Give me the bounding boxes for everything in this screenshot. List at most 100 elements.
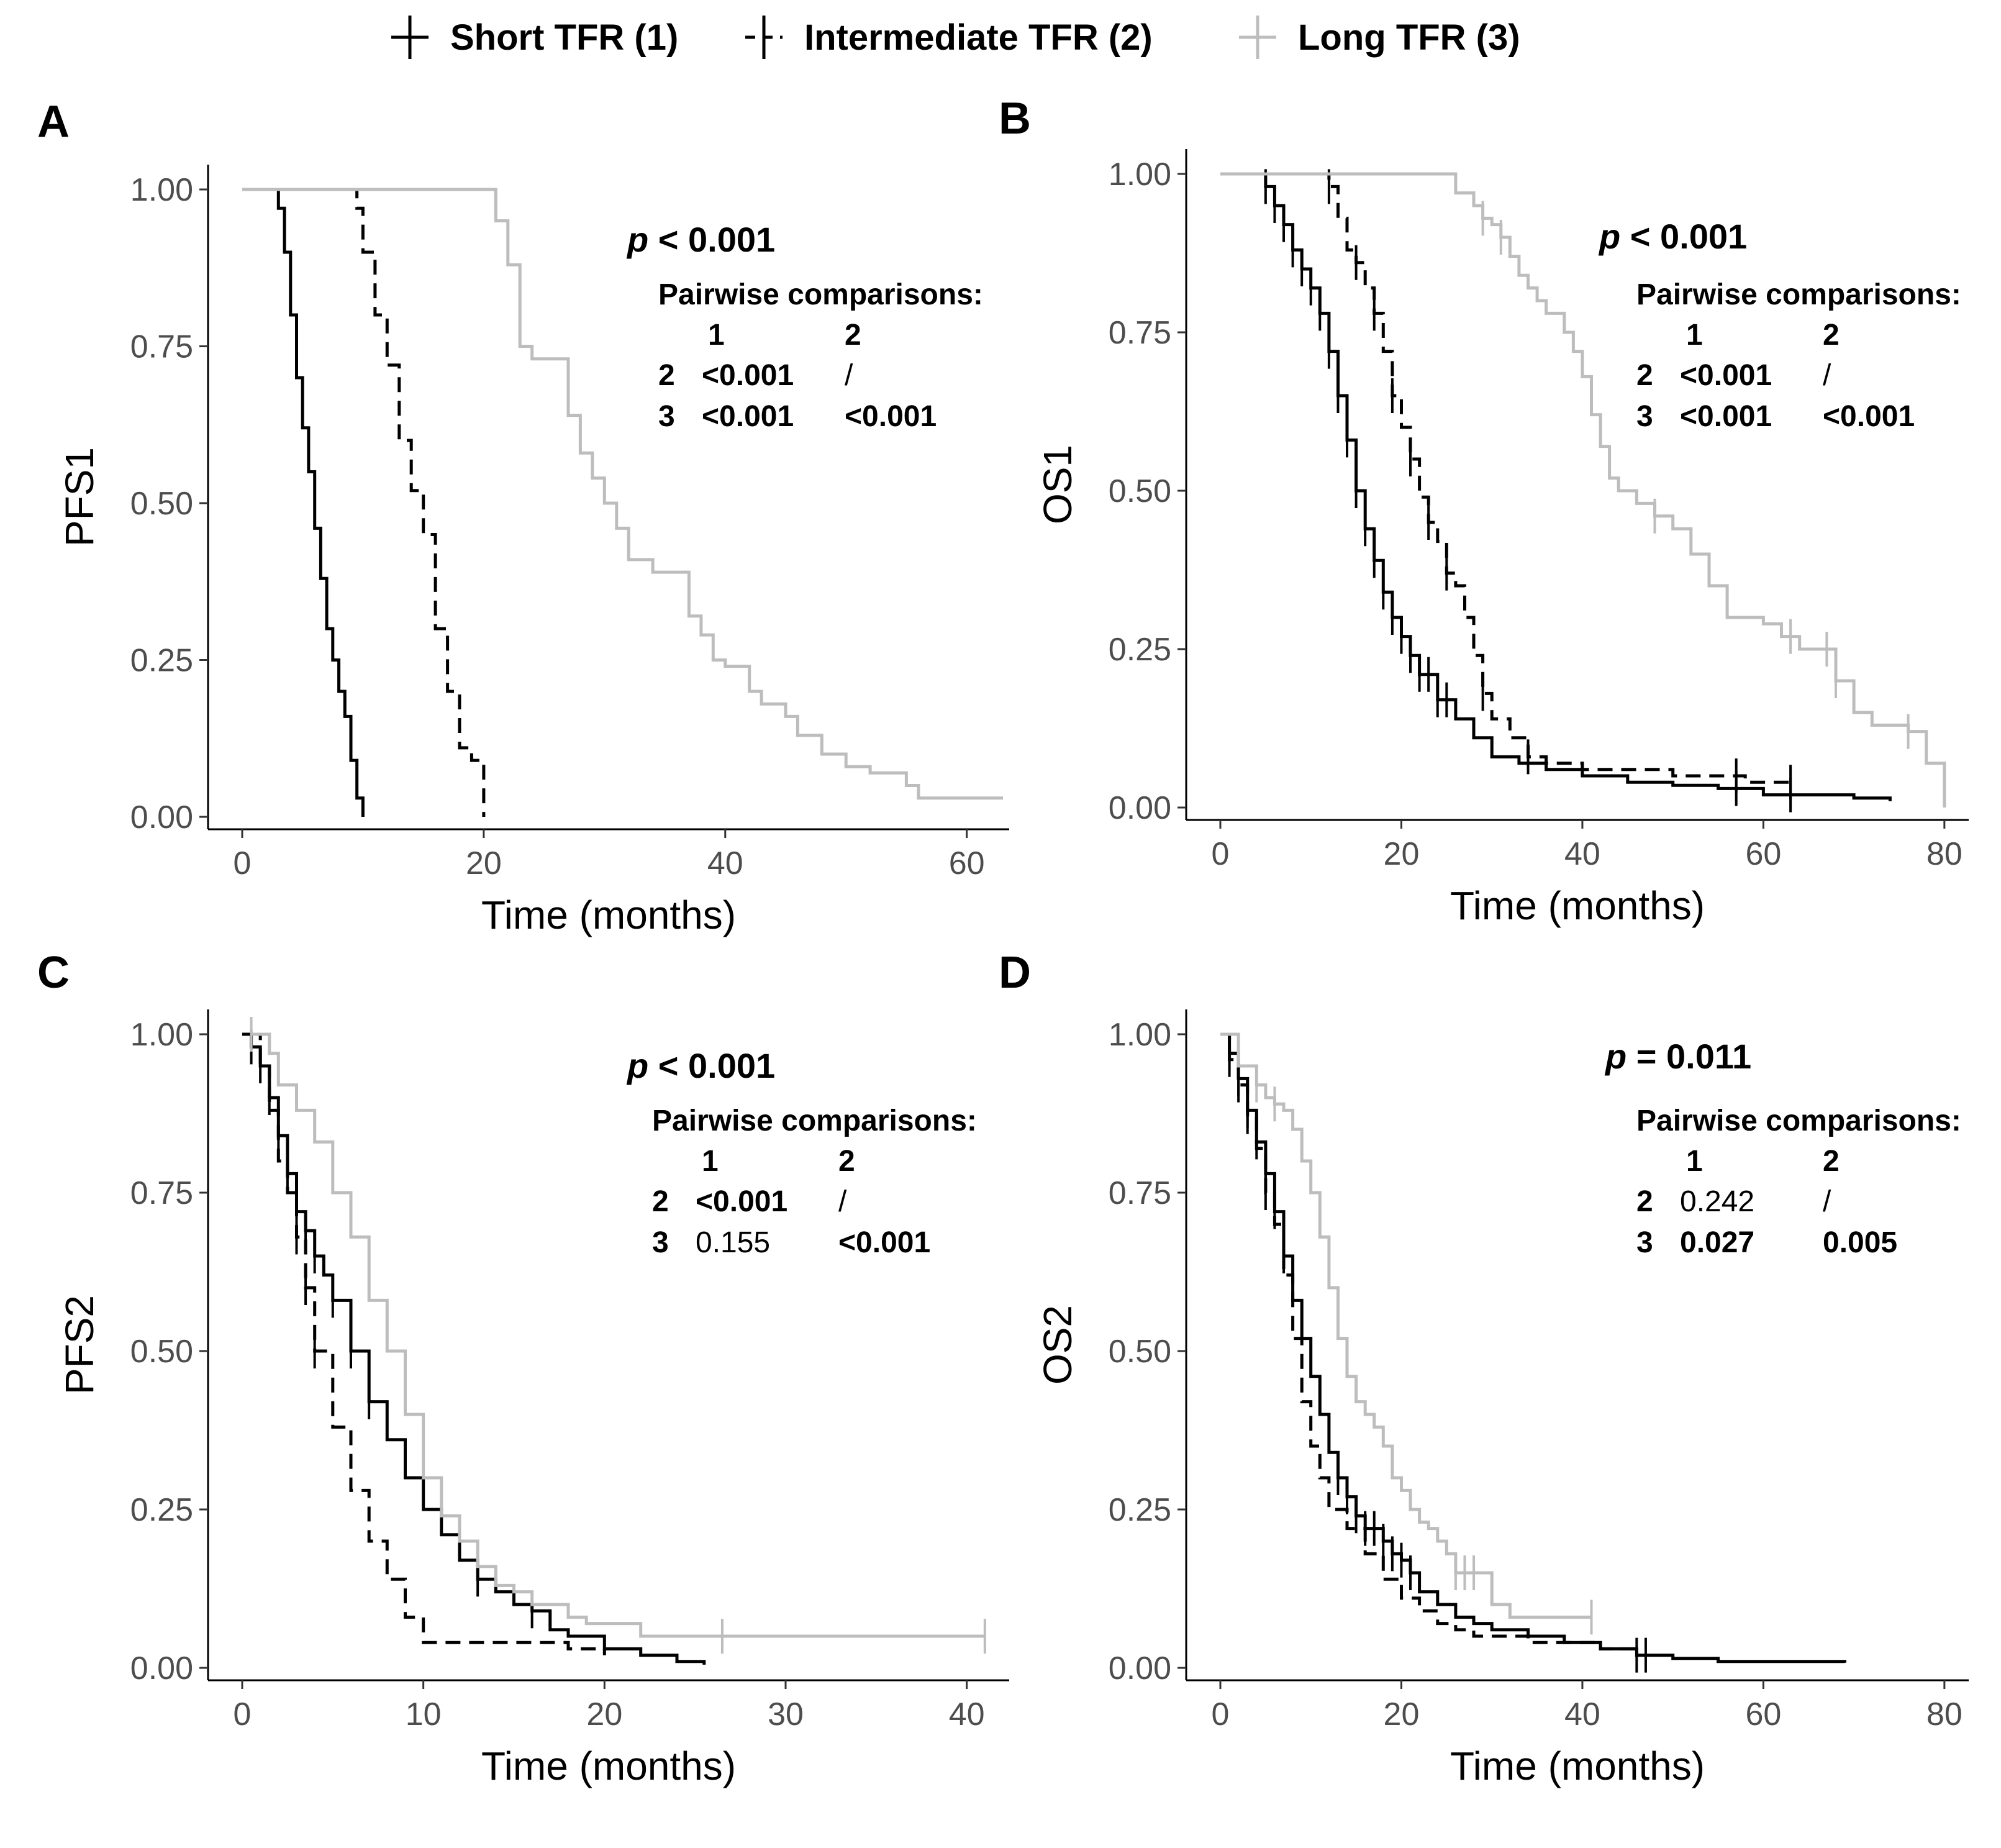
x-tick-label: 40 <box>1564 836 1600 872</box>
x-tick-label: 60 <box>1745 1696 1781 1732</box>
y-tick-label: 0.00 <box>1109 1650 1171 1686</box>
p-text: < 0.001 <box>648 1046 775 1085</box>
x-tick-label: 40 <box>1564 1696 1600 1732</box>
x-axis-title: Time (months) <box>1450 883 1705 928</box>
legend-item-1: Short TFR (1) <box>391 16 678 59</box>
x-tick-label: 20 <box>466 845 502 881</box>
y-tick-label: 0.75 <box>1109 315 1171 351</box>
pairwise-cell: 0.005 <box>1823 1226 1897 1259</box>
series-line-2 <box>1320 172 1791 784</box>
legend-label: Long TFR (3) <box>1298 17 1520 58</box>
y-tick-label: 0.50 <box>1109 1334 1171 1370</box>
y-tick-label: 0.75 <box>130 329 193 365</box>
pairwise-col-2: 2 <box>1823 319 1840 352</box>
pairwise-col-2: 2 <box>1823 1145 1840 1178</box>
y-tick-label: 0.00 <box>1109 790 1171 826</box>
y-tick-label: 0.00 <box>130 799 193 835</box>
legend-label: Intermediate TFR (2) <box>804 17 1153 58</box>
y-tick-label: 0.25 <box>130 643 193 679</box>
pairwise-title: Pairwise comparisons: <box>1636 278 1961 311</box>
y-tick-label: 0.50 <box>130 486 193 522</box>
legend-item-2: Intermediate TFR (2) <box>745 16 1153 59</box>
panel-letter: D <box>999 948 1031 998</box>
pairwise-cell: / <box>1823 1185 1831 1218</box>
series-line-1 <box>242 1032 706 1665</box>
x-tick-label: 40 <box>707 845 743 881</box>
pairwise-cell: 0.155 <box>696 1226 770 1259</box>
pairwise-row-label: 3 <box>652 1226 669 1259</box>
pairwise-title: Pairwise comparisons: <box>1636 1104 1961 1137</box>
series-line-2 <box>1220 1032 1637 1650</box>
p-value: p < 0.001 <box>626 220 775 259</box>
series-line-3 <box>1220 172 1946 808</box>
x-axis-title: Time (months) <box>1450 1744 1705 1788</box>
pairwise-col-1: 1 <box>1686 1145 1703 1178</box>
series-line-3 <box>251 1032 985 1638</box>
p-text: < 0.001 <box>1620 217 1747 256</box>
x-axis-title: Time (months) <box>481 1744 736 1788</box>
x-tick-label: 0 <box>1212 836 1230 872</box>
y-axis-title: PFS2 <box>57 1295 102 1395</box>
x-tick-label: 0 <box>1212 1696 1230 1732</box>
pairwise-cell: <0.001 <box>838 1226 930 1259</box>
legend-label: Short TFR (1) <box>450 17 678 58</box>
pairwise-row-label: 3 <box>1636 1226 1653 1259</box>
y-tick-label: 0.25 <box>130 1492 193 1528</box>
pairwise-cell: <0.001 <box>845 400 937 433</box>
p-symbol: p <box>626 1046 648 1085</box>
pairwise-cell: <0.001 <box>1680 400 1772 433</box>
pairwise-title: Pairwise comparisons: <box>658 278 983 311</box>
panel-letter: A <box>37 97 70 147</box>
pairwise-cell: 0.242 <box>1680 1185 1754 1218</box>
pairwise-row-label: 2 <box>1636 1185 1653 1218</box>
pairwise-col-1: 1 <box>708 319 725 352</box>
panel-d: D 0.00 0.25 0.50 0.75 1.00 0 20 40 60 80 Time (mont… <box>999 948 1969 1788</box>
p-value: p < 0.001 <box>626 1046 775 1085</box>
pairwise-cell: <0.001 <box>1823 400 1915 433</box>
x-tick-label: 80 <box>1926 1696 1962 1732</box>
x-axis-title: Time (months) <box>481 893 736 937</box>
y-tick-label: 1.00 <box>1109 1017 1171 1053</box>
pairwise-cell: / <box>838 1185 847 1218</box>
legend: Short TFR (1) Intermediate TFR (2) Long TF… <box>391 16 1520 59</box>
p-symbol: p <box>626 220 648 259</box>
pairwise-col-1: 1 <box>1686 319 1703 352</box>
y-axis-title: OS2 <box>1035 1305 1080 1385</box>
y-tick-label: 0.00 <box>130 1650 193 1686</box>
panel-b: B 0.00 0.25 0.50 0.75 1.00 0 20 40 60 80 Time (mont… <box>999 94 1969 928</box>
p-text: = 0.011 <box>1627 1037 1751 1076</box>
series-line-3 <box>242 188 1003 800</box>
panel-c: C 0.00 0.25 0.50 0.75 1.00 0 10 20 30 40 Time (mont… <box>37 948 1009 1788</box>
series-line-2 <box>351 188 486 817</box>
x-tick-label: 30 <box>768 1696 804 1732</box>
pairwise-row-label: 3 <box>658 400 675 433</box>
y-tick-label: 0.75 <box>1109 1175 1171 1211</box>
pairwise-col-2: 2 <box>845 319 861 352</box>
pairwise-title: Pairwise comparisons: <box>652 1104 977 1137</box>
y-tick-label: 0.25 <box>1109 632 1171 668</box>
legend-item-3: Long TFR (3) <box>1239 16 1520 59</box>
pairwise-row-label: 2 <box>652 1185 669 1218</box>
x-tick-label: 20 <box>1384 836 1420 872</box>
p-text: < 0.001 <box>648 220 775 259</box>
y-tick-label: 1.00 <box>1109 157 1171 193</box>
pairwise-row-label: 3 <box>1636 400 1653 433</box>
y-tick-label: 0.25 <box>1109 1492 1171 1528</box>
pairwise-row-label: 2 <box>658 359 675 392</box>
p-value: p = 0.011 <box>1604 1037 1751 1076</box>
pairwise-cell: / <box>845 359 853 392</box>
series-line-1 <box>242 188 365 817</box>
y-tick-label: 1.00 <box>130 172 193 208</box>
x-tick-label: 20 <box>586 1696 622 1732</box>
pairwise-cell: <0.001 <box>702 400 794 433</box>
panel-letter: C <box>37 948 70 998</box>
x-tick-label: 80 <box>1926 836 1962 872</box>
x-tick-label: 20 <box>1384 1696 1420 1732</box>
y-tick-label: 0.75 <box>130 1175 193 1211</box>
x-tick-label: 60 <box>949 845 985 881</box>
y-tick-label: 0.50 <box>1109 473 1171 509</box>
x-tick-label: 0 <box>234 845 252 881</box>
pairwise-cell: <0.001 <box>696 1185 787 1218</box>
panel-letter: B <box>999 94 1031 143</box>
